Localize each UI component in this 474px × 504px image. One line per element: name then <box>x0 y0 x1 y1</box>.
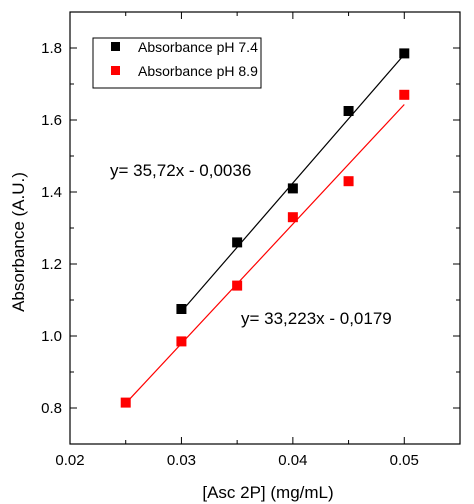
data-point-ph-8-9 <box>121 398 131 408</box>
data-point-ph-7-4 <box>288 183 298 193</box>
legend-marker-ph-7-4 <box>111 42 120 51</box>
x-tick-label: 0.03 <box>167 452 196 469</box>
data-point-ph-8-9 <box>399 90 409 100</box>
legend-label-ph-8-9: Absorbance pH 8.9 <box>138 63 258 79</box>
data-point-ph-8-9 <box>176 336 186 346</box>
data-point-ph-7-4 <box>399 48 409 58</box>
y-tick-label: 1.2 <box>41 256 62 273</box>
data-point-ph-8-9 <box>344 176 354 186</box>
fit-line-ph-7-4 <box>181 54 404 311</box>
data-point-ph-7-4 <box>232 237 242 247</box>
y-tick-label: 1.0 <box>41 328 62 345</box>
x-tick-label: 0.04 <box>278 452 307 469</box>
fit-lines-layer <box>126 54 405 403</box>
annotation-equation-ph-8-9: y= 33,223x - 0,0179 <box>241 309 392 328</box>
y-tick-label: 1.4 <box>41 184 62 201</box>
data-point-ph-8-9 <box>232 281 242 291</box>
x-tick-label: 0.02 <box>55 452 84 469</box>
legend-label-ph-7-4: Absorbance pH 7.4 <box>138 39 258 55</box>
data-points-layer <box>121 48 410 407</box>
y-tick-label: 1.8 <box>41 40 62 57</box>
x-tick-label: 0.05 <box>390 452 419 469</box>
data-point-ph-8-9 <box>288 212 298 222</box>
fit-line-ph-8-9 <box>126 105 405 404</box>
annotation-equation-ph-7-4: y= 35,72x - 0,0036 <box>110 161 251 180</box>
legend: Absorbance pH 7.4 Absorbance pH 8.9 <box>93 38 261 88</box>
y-axis-label: Absorbance (A.U.) <box>9 172 28 312</box>
legend-marker-ph-8-9 <box>111 66 120 75</box>
x-axis-label: [Asc 2P] (mg/mL) <box>202 483 333 502</box>
data-point-ph-7-4 <box>176 304 186 314</box>
y-tick-label: 1.6 <box>41 112 62 129</box>
y-tick-label: 0.8 <box>41 400 62 417</box>
data-point-ph-7-4 <box>344 106 354 116</box>
